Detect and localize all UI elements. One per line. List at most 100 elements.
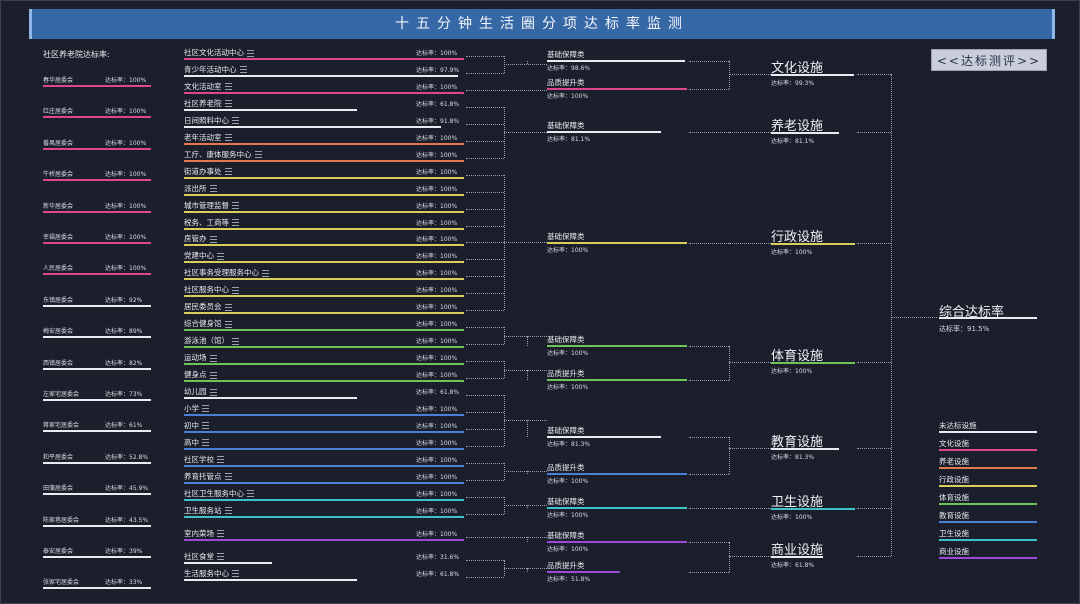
menu-icon[interactable] [217,252,224,260]
connector-line [729,243,771,244]
connector-line [466,259,504,261]
legend-swatch [939,485,1037,487]
menu-icon[interactable] [224,134,232,142]
subcategory-name: 基础保障类 [547,232,585,241]
facility-name: 老年活动室 [184,132,232,143]
menu-icon[interactable] [224,100,232,108]
facility-rate: 达标率：61.8% [416,100,460,108]
community-rate: 达标率：89% [105,328,143,336]
facility-underline [184,447,464,450]
connector-line [504,420,547,422]
subcategory-name: 基础保障类 [547,497,585,506]
subcategory-rate: 达标率：100% [547,247,589,254]
connector-line [689,243,729,244]
connector-line [466,276,504,278]
facility-underline [184,413,464,416]
menu-icon[interactable] [247,490,254,498]
facility-rate: 达标率：100% [416,304,458,312]
facility-name: 派出所 [184,183,217,194]
menu-icon[interactable] [247,49,254,57]
category-name: 文化设施 [771,61,824,76]
menu-icon[interactable] [232,202,239,210]
connector-line [466,225,504,227]
facility-underline [184,380,464,383]
menu-icon[interactable] [224,507,232,515]
menu-icon[interactable] [239,66,247,74]
menu-icon[interactable] [217,456,224,464]
community-name: 蒋家宅居委会 [43,422,80,430]
community-underline [43,304,151,307]
facility-underline [184,578,357,581]
community-underline [43,336,151,339]
facility-underline [184,210,464,213]
facility-name: 青少年活动中心 [184,64,247,75]
facility-name: 卫生服务站 [184,505,232,516]
community-underline [43,147,151,150]
menu-icon[interactable] [224,303,232,311]
menu-icon[interactable] [202,405,209,413]
menu-icon[interactable] [232,219,239,226]
menu-icon[interactable] [202,422,209,430]
menu-icon[interactable] [224,320,232,328]
connector-line [504,335,547,337]
menu-icon[interactable] [232,337,239,345]
connector-line [504,89,547,91]
connector-line [466,361,504,363]
subcategory-name: 基础保障类 [547,531,585,540]
facility-underline [184,312,464,315]
menu-icon[interactable] [232,286,239,294]
menu-icon[interactable] [224,473,232,481]
community-name: 和平居委会 [43,453,74,461]
menu-icon[interactable] [209,371,217,379]
menu-icon[interactable] [254,151,262,159]
menu-icon[interactable] [209,185,217,193]
connector-line [466,559,504,561]
legend-item: 行政设施 [939,475,969,484]
facility-name: 高中 [184,437,209,448]
overall-rate: 达标率：91.5% [939,325,990,333]
connector-line [689,437,729,438]
menu-icon[interactable] [217,553,224,561]
menu-icon[interactable] [217,530,224,538]
evaluate-button[interactable]: <<达标测评>> [931,49,1047,71]
connector-line [466,378,504,380]
menu-icon[interactable] [202,439,209,447]
facility-rate: 达标率：100% [416,422,458,430]
menu-icon[interactable] [232,570,239,577]
menu-icon[interactable] [262,269,269,277]
legend-item: 商业设施 [939,547,969,556]
subcategory-underline [547,379,687,381]
connector-line [466,428,504,430]
community-underline [43,85,151,87]
community-underline [43,367,151,370]
community-rate: 达标率：33% [105,579,143,587]
facility-underline [184,58,464,60]
legend-swatch [939,431,1037,433]
facility-name: 小学 [184,403,209,414]
menu-icon[interactable] [224,83,232,91]
subcategory-rate: 达标率：100% [547,93,589,100]
connector-line [466,242,504,244]
legend-item: 卫生设施 [939,529,969,538]
community-underline [43,242,151,244]
category-name: 教育设施 [771,435,824,450]
connector-line [689,61,729,62]
community-underline [43,524,151,527]
community-name: 梅安居委会 [43,328,74,336]
menu-icon[interactable] [209,388,217,396]
connector-line [466,106,504,108]
connector-line [504,496,505,514]
community-rate: 达标率：100% [105,77,147,84]
facility-underline [184,561,272,564]
subcategory-rate: 达标率：81.1% [547,136,591,143]
menu-icon[interactable] [224,168,232,176]
connector-line [466,140,504,142]
facility-name: 养育托管点 [184,471,232,482]
category-underline [771,508,855,510]
left-panel-title: 社区养老院达标率: [43,50,110,59]
connector-line [504,64,547,66]
connector-line [527,471,528,474]
menu-icon[interactable] [209,354,217,362]
menu-icon[interactable] [232,117,239,125]
menu-icon[interactable] [209,235,217,243]
